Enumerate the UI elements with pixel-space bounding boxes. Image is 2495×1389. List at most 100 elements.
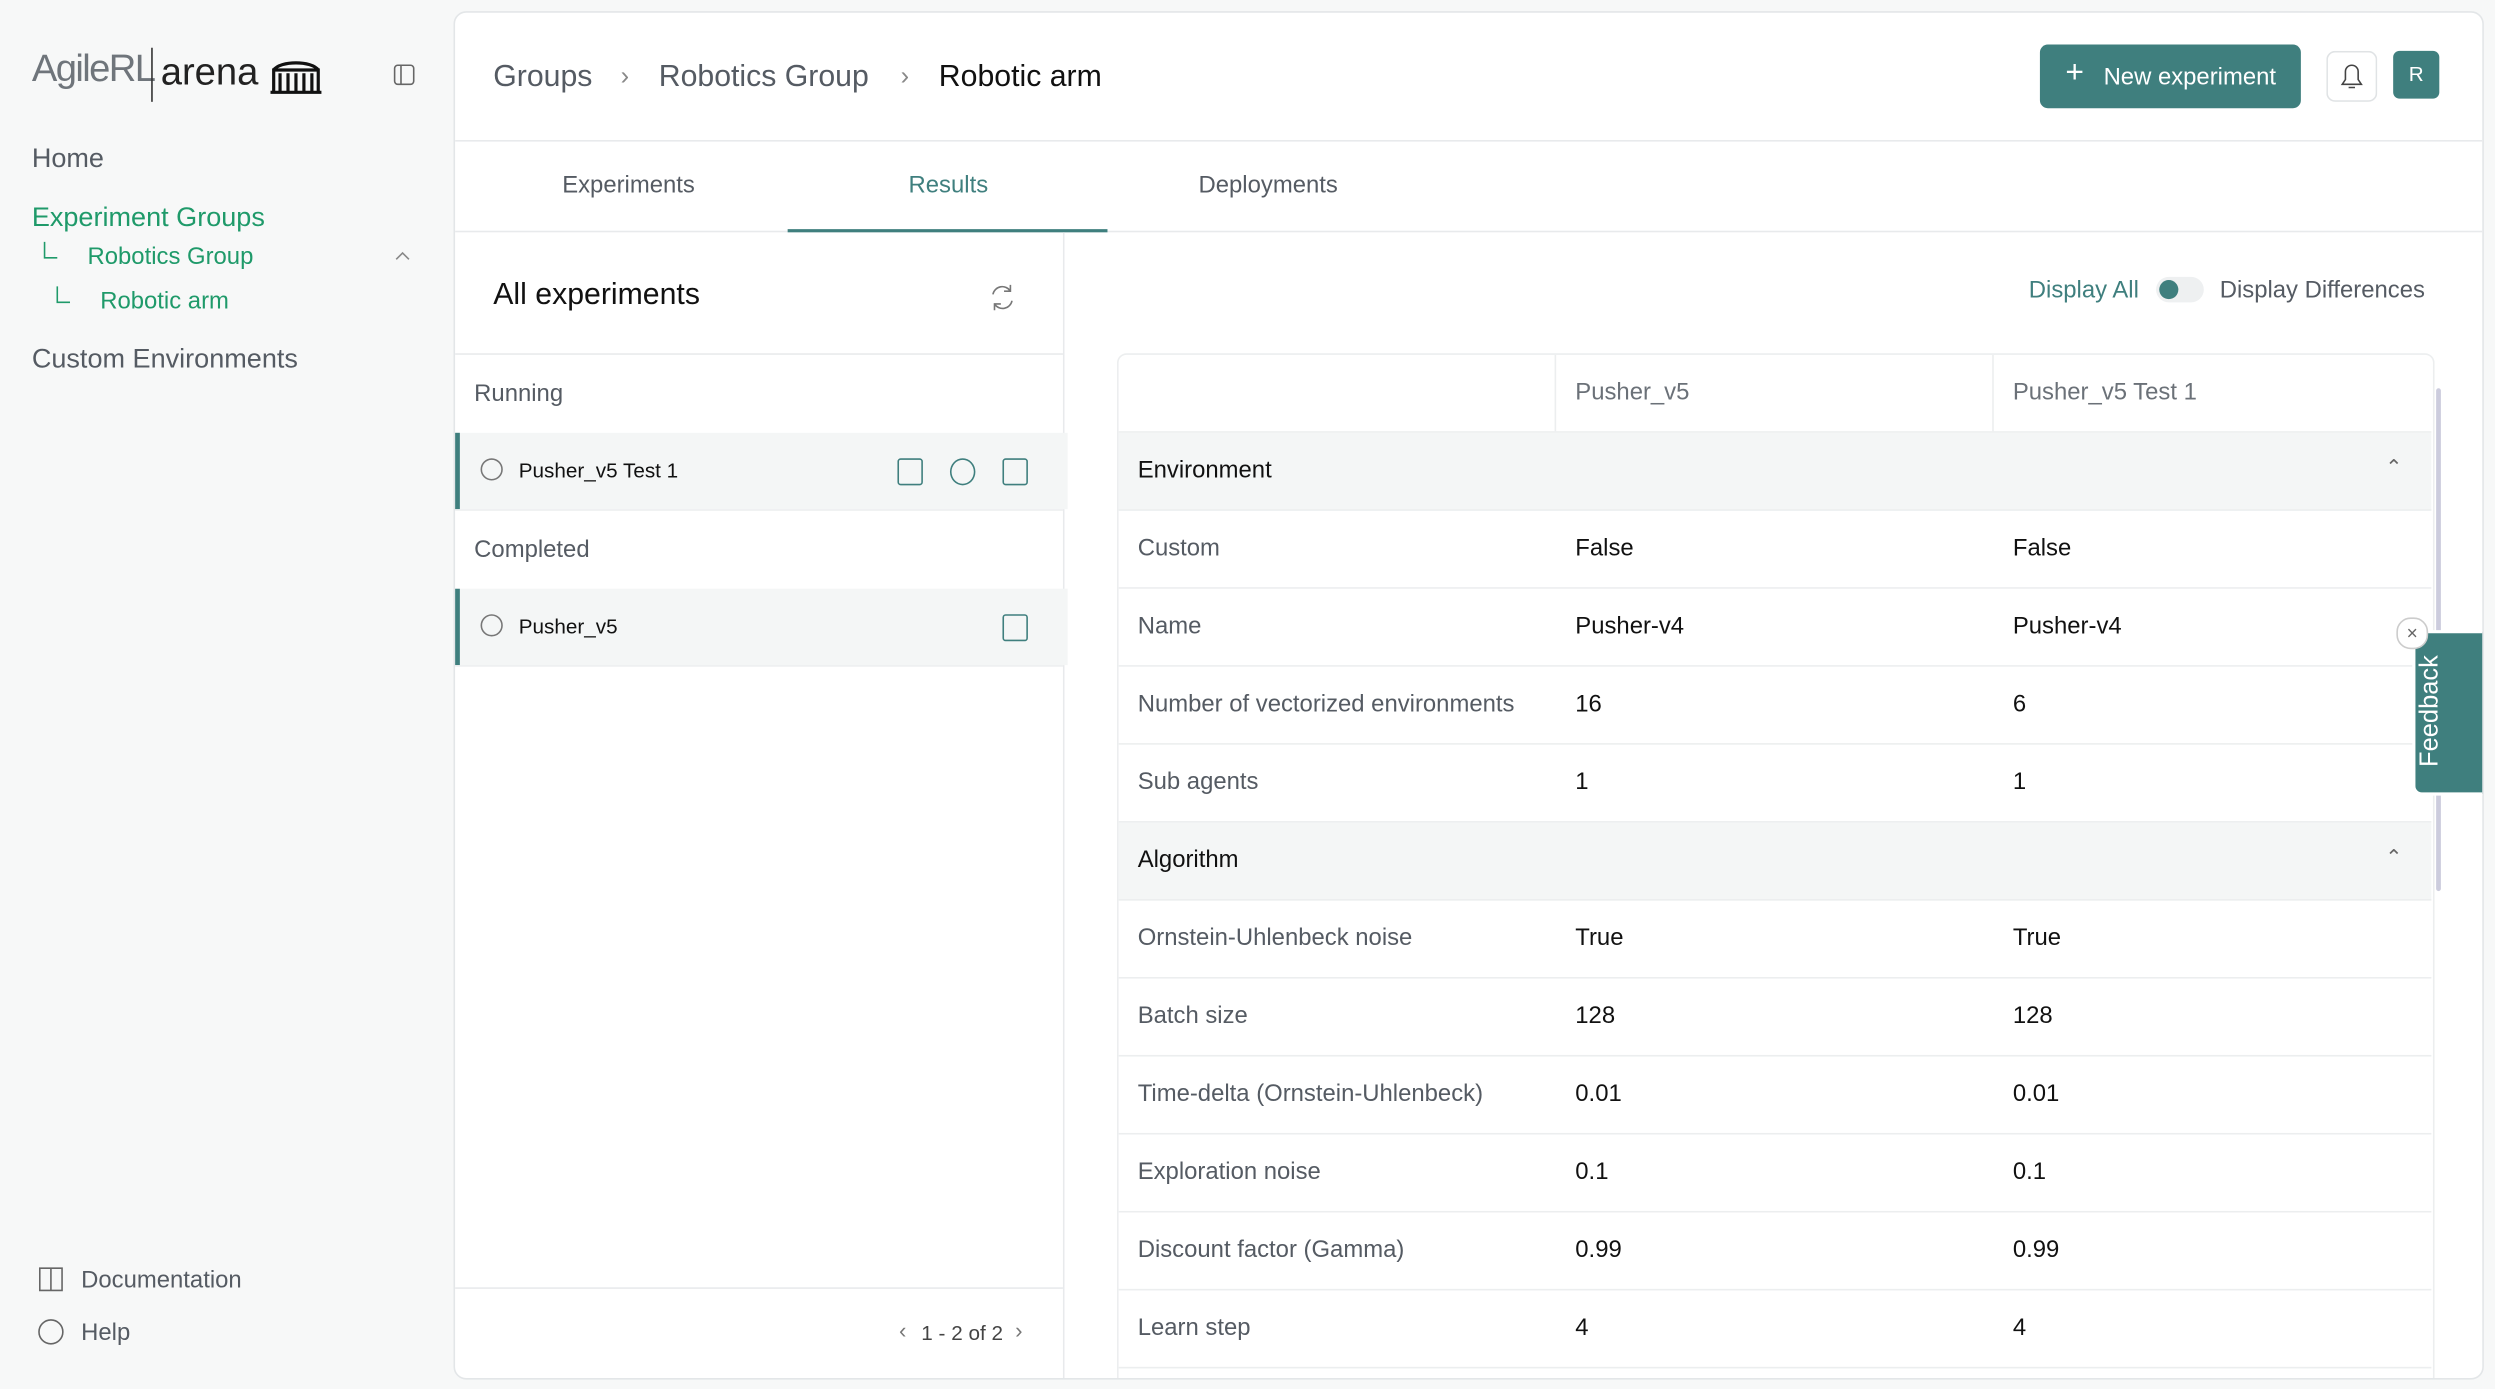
table-row: Name Pusher-v4 Pusher-v4 bbox=[1118, 589, 2432, 667]
divider bbox=[455, 665, 1063, 667]
table-row: Number of vectorized environments 16 6 bbox=[1118, 667, 2432, 745]
group-name: Environment bbox=[1137, 456, 1272, 484]
value-cell: 128 bbox=[1575, 1002, 1616, 1030]
crumb-current: Robotic arm bbox=[938, 60, 1102, 94]
row-action[interactable] bbox=[897, 458, 923, 486]
eye-icon bbox=[480, 458, 503, 481]
tab[interactable]: Results bbox=[908, 171, 989, 199]
logo-icon bbox=[270, 61, 322, 94]
active-tab-indicator bbox=[787, 229, 1108, 233]
section-label: Completed bbox=[474, 536, 590, 564]
toggle-switch[interactable] bbox=[2156, 276, 2204, 303]
experiment-name[interactable]: Pusher_v5 Test 1 bbox=[518, 458, 679, 483]
value-cell: False bbox=[2012, 534, 2072, 562]
collapse-icon[interactable]: ⌃ bbox=[2385, 844, 2403, 869]
table-row: Exploration noise 0.1 0.1 bbox=[1118, 1135, 2432, 1213]
value-cell: 1 bbox=[2012, 768, 2027, 796]
experiment-name[interactable]: Pusher_v5 bbox=[518, 614, 618, 639]
collapse-sidebar[interactable] bbox=[391, 62, 416, 87]
nav-home[interactable]: Home bbox=[31, 143, 104, 174]
row-action[interactable] bbox=[949, 458, 976, 486]
tab[interactable]: Deployments bbox=[1198, 171, 1338, 199]
col-divider bbox=[1992, 354, 1994, 432]
param-name: Batch size bbox=[1137, 1002, 1248, 1030]
value-cell: Pusher-v4 bbox=[1575, 612, 1685, 640]
row-action[interactable] bbox=[1002, 614, 1028, 642]
crumb-sep: › bbox=[620, 63, 630, 91]
table-row: Ornstein-Uhlenbeck noise True True bbox=[1118, 901, 2432, 979]
param-name: Learn step bbox=[1137, 1314, 1251, 1342]
tab[interactable]: Experiments bbox=[562, 171, 695, 199]
value-cell: 4 bbox=[2012, 1314, 2027, 1342]
new-experiment-button[interactable] bbox=[2039, 44, 2301, 109]
collapse-icon[interactable]: ⌃ bbox=[2385, 455, 2403, 479]
value-cell: 0.99 bbox=[2012, 1236, 2060, 1264]
comparison-table: Pusher_v5 Pusher_v5 Test 1 Environment ⌃ Cus… bbox=[1117, 353, 2435, 1378]
tree-lines bbox=[43, 241, 410, 304]
value-cell: False bbox=[1575, 534, 1634, 562]
divider bbox=[455, 509, 1063, 511]
param-name: Number of vectorized environments bbox=[1137, 690, 1515, 718]
table-row: Learn step 4 4 bbox=[1118, 1290, 2432, 1369]
section-label: Running bbox=[474, 380, 564, 408]
row-action[interactable] bbox=[1002, 458, 1028, 486]
feedback-label[interactable]: Feedback bbox=[2417, 655, 2445, 767]
list-title: All experiments bbox=[493, 278, 700, 312]
group-name: Algorithm bbox=[1137, 846, 1239, 874]
value-cell: Pusher-v4 bbox=[2012, 612, 2122, 640]
param-name: Sub agents bbox=[1137, 768, 1259, 796]
feedback-close[interactable]: × bbox=[2396, 617, 2429, 650]
table-row: Sub agents 1 1 bbox=[1118, 745, 2432, 823]
value-cell: 1 bbox=[1575, 768, 1589, 796]
plus-icon: + bbox=[2065, 55, 2084, 91]
pagination: 1 - 2 of 2 bbox=[921, 1320, 1003, 1345]
value-cell: 6 bbox=[2012, 690, 2027, 718]
logo-brand: AgileRL bbox=[31, 47, 156, 91]
value-cell: 16 bbox=[1575, 690, 1602, 718]
crumb[interactable]: Groups bbox=[493, 60, 593, 94]
nav-group[interactable]: Robotics Group bbox=[87, 243, 254, 271]
value-cell: 0.01 bbox=[2012, 1080, 2060, 1108]
param-name: Discount factor (Gamma) bbox=[1137, 1236, 1405, 1264]
button-label: New experiment bbox=[2103, 63, 2277, 91]
crumb[interactable]: Robotics Group bbox=[658, 60, 869, 94]
nav-docs[interactable]: Documentation bbox=[81, 1266, 242, 1294]
value-cell: 0.99 bbox=[1575, 1236, 1622, 1264]
table-header: Pusher_v5 Pusher_v5 Test 1 bbox=[1118, 354, 2432, 433]
nav-custom-envs[interactable]: Custom Environments bbox=[31, 343, 298, 374]
next-page[interactable]: › bbox=[1015, 1317, 1023, 1343]
nav-experiment[interactable]: Robotic arm bbox=[100, 288, 229, 316]
main-panel: Groups › Robotics Group › Robotic arm + … bbox=[453, 11, 2484, 1380]
value-cell: True bbox=[1575, 924, 1624, 952]
table-row: Custom False False bbox=[1118, 511, 2432, 589]
param-name: Ornstein-Uhlenbeck noise bbox=[1137, 924, 1413, 952]
prev-page[interactable]: ‹ bbox=[899, 1317, 907, 1343]
param-name: Exploration noise bbox=[1137, 1158, 1321, 1186]
column-header: Pusher_v5 Test 1 bbox=[2012, 378, 2197, 406]
table-row: Discount factor (Gamma) 0.99 0.99 bbox=[1118, 1212, 2432, 1291]
value-cell: True bbox=[2012, 924, 2062, 952]
value-cell: 0.1 bbox=[1575, 1158, 1609, 1186]
group-header: Environment ⌃ bbox=[1118, 432, 2432, 511]
experiment-row[interactable] bbox=[455, 588, 1068, 666]
nav-groups[interactable]: Experiment Groups bbox=[31, 202, 265, 233]
column-header: Pusher_v5 bbox=[1575, 378, 1690, 406]
avatar[interactable]: R bbox=[2393, 50, 2440, 99]
group-header: Algorithm ⌃ bbox=[1118, 822, 2432, 901]
col-divider bbox=[1554, 354, 1557, 432]
nav-help[interactable]: Help bbox=[81, 1319, 131, 1347]
value-cell: 0.1 bbox=[2012, 1158, 2047, 1186]
notifications[interactable] bbox=[2326, 50, 2378, 102]
param-name: Custom bbox=[1137, 534, 1220, 562]
refresh[interactable] bbox=[987, 282, 1019, 314]
feedback-tab[interactable] bbox=[2412, 630, 2483, 796]
toggle-left[interactable]: Display All bbox=[2028, 276, 2139, 304]
toggle-right[interactable]: Display Differences bbox=[2219, 276, 2425, 304]
value-cell: 0.01 bbox=[1575, 1080, 1622, 1108]
eye-icon bbox=[480, 614, 503, 637]
param-name: Time-delta (Ornstein-Uhlenbeck) bbox=[1137, 1080, 1484, 1108]
footer-icons bbox=[38, 1267, 64, 1345]
value-cell: 4 bbox=[1575, 1314, 1589, 1342]
crumb-sep: › bbox=[900, 63, 910, 91]
